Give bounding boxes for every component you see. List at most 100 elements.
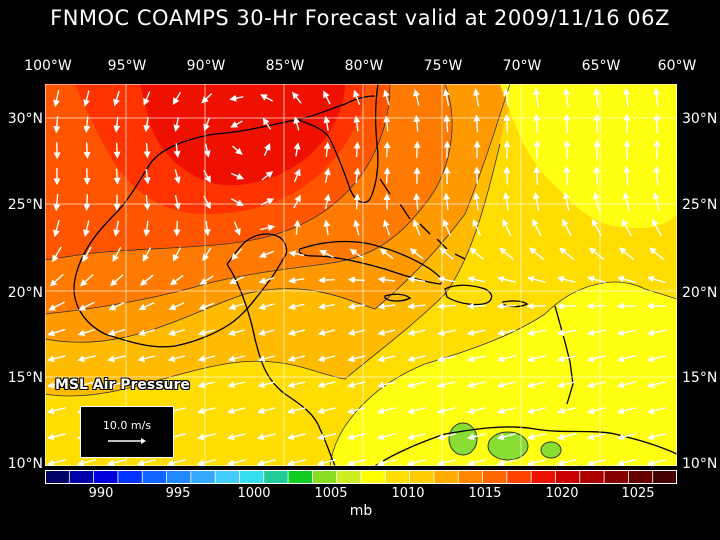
wind-arrow — [53, 90, 60, 108]
wind-arrow — [526, 407, 546, 415]
wind-arrow — [353, 219, 360, 236]
wind-arrow — [83, 194, 91, 212]
colorbar-swatch — [531, 470, 556, 484]
wind-arrow — [502, 218, 512, 237]
wind-arrow — [529, 247, 545, 261]
wind-arrow — [317, 407, 336, 415]
colorbar-tick-1005: 1005 — [314, 486, 348, 501]
wind-arrow — [229, 276, 245, 284]
wind-arrow — [593, 113, 601, 134]
wind-arrow — [113, 90, 120, 107]
wind-arrow — [526, 381, 546, 389]
colorbar-tick-1015: 1015 — [468, 486, 502, 501]
wind-arrow — [377, 302, 396, 310]
pressure-colorbar — [45, 470, 677, 484]
wind-arrow — [533, 165, 541, 185]
wind-arrow — [260, 224, 276, 232]
colorbar-swatch — [166, 470, 192, 484]
wind-arrow — [526, 329, 546, 337]
colorbar-tick-1010: 1010 — [391, 486, 425, 501]
wind-arrow — [556, 275, 576, 283]
colorbar-tick-1020: 1020 — [545, 486, 579, 501]
wind-arrow — [436, 433, 456, 441]
wind-arrow — [138, 302, 155, 311]
wind-arrow — [172, 247, 182, 262]
colorbar-unit: mb — [349, 503, 373, 519]
wind-arrow — [406, 381, 426, 389]
wind-arrow — [167, 381, 186, 389]
wind-arrow — [353, 115, 361, 132]
coastlines — [73, 84, 677, 466]
wind-arrow — [436, 407, 456, 415]
wind-arrow — [108, 301, 125, 311]
wind-arrow — [496, 329, 516, 337]
wind-arrow — [646, 381, 666, 389]
wind-arrow — [257, 329, 275, 336]
wind-arrow — [319, 249, 334, 259]
wind-arrow — [407, 329, 426, 337]
wind-arrow — [293, 168, 301, 183]
wind-arrow — [77, 355, 96, 363]
reference-vector-label: 10.0 m/s — [102, 419, 152, 432]
wind-arrow — [228, 302, 245, 310]
wind-arrow — [167, 355, 186, 363]
wind-arrow — [317, 381, 336, 389]
wind-arrow — [263, 143, 271, 156]
wind-arrow — [473, 166, 481, 185]
wind-arrow — [409, 248, 424, 260]
wind-arrow — [407, 302, 426, 310]
wind-arrow — [173, 169, 181, 184]
wind-arrow — [109, 274, 124, 287]
wind-arrow — [167, 329, 185, 337]
wind-arrow — [107, 355, 126, 363]
wind-arrow — [406, 433, 426, 441]
wind-arrow — [532, 218, 542, 237]
wind-arrow — [347, 302, 366, 310]
wind-arrow — [259, 250, 274, 258]
wind-arrow — [592, 191, 600, 211]
wind-arrow — [316, 459, 336, 466]
wind-arrow — [466, 433, 486, 441]
wind-arrow — [293, 219, 301, 236]
wind-arrow — [413, 89, 420, 106]
colorbar-swatch — [385, 470, 411, 484]
wind-arrow — [288, 250, 305, 258]
wind-arrow — [407, 355, 426, 363]
wind-arrow — [558, 247, 575, 261]
wind-arrow — [646, 355, 666, 363]
map-title: FNMOC COAMPS 30-Hr Forecast valid at 200… — [50, 6, 670, 30]
wind-arrow — [172, 91, 182, 105]
lat-label-20n-right: 20°N — [682, 285, 718, 301]
wind-arrow — [533, 113, 541, 133]
wind-arrow — [349, 248, 364, 259]
wind-arrow — [496, 433, 516, 441]
colorbar-tick-1025: 1025 — [621, 486, 655, 501]
wind-arrow — [173, 195, 181, 211]
wind-arrow — [526, 355, 546, 363]
wind-arrow — [383, 219, 391, 236]
colorbar-swatch — [652, 470, 677, 484]
wind-arrow — [472, 219, 482, 236]
colorbar-swatch — [215, 470, 240, 484]
wind-arrow — [169, 274, 184, 286]
wind-arrow — [227, 329, 245, 337]
wind-arrow — [227, 355, 246, 363]
wind-arrow — [442, 219, 451, 236]
wind-arrow — [526, 302, 547, 310]
wind-arrow — [562, 191, 570, 211]
wind-arrow — [143, 220, 151, 237]
wind-arrow — [257, 407, 276, 415]
wind-arrow — [563, 165, 571, 186]
colorbar-swatch — [506, 470, 532, 484]
colorbar-swatch — [93, 470, 119, 484]
wind-arrow — [256, 433, 276, 441]
colorbar-swatch — [190, 470, 216, 484]
wind-arrow — [52, 246, 62, 263]
lat-label-30n-right: 30°N — [682, 111, 718, 127]
wind-arrow — [556, 433, 576, 441]
reference-vector-arrow — [108, 438, 146, 444]
wind-arrow — [592, 218, 602, 237]
wind-arrow — [556, 459, 576, 466]
colorbar-swatch — [336, 470, 362, 484]
wind-arrow — [258, 277, 275, 284]
